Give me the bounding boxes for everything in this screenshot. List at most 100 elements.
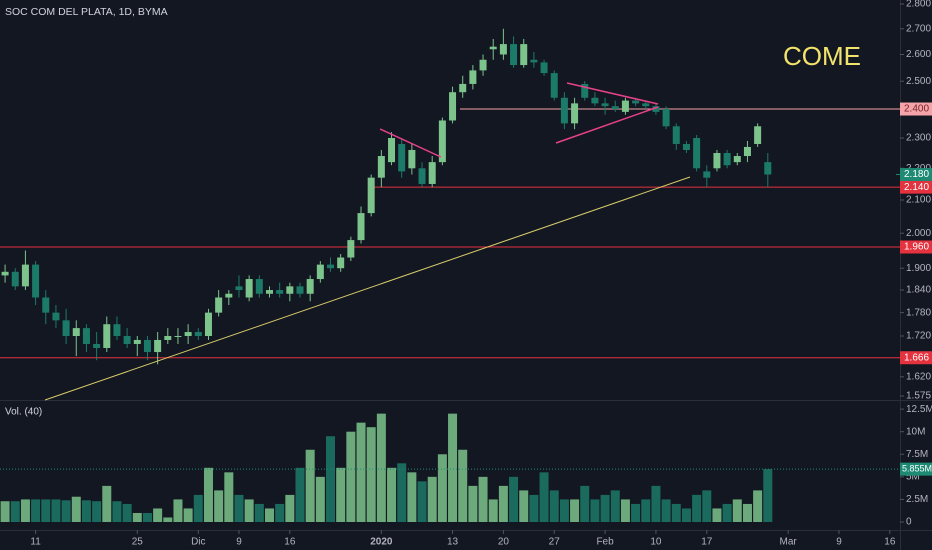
candle-body (32, 264, 40, 298)
candle-body (245, 279, 253, 298)
volume-bar (346, 431, 356, 522)
candle-body (428, 162, 436, 184)
x-tick-label: 25 (132, 537, 144, 548)
candle-body (408, 149, 416, 169)
volume-tick-label: 10M (906, 426, 925, 437)
candle-body (286, 286, 294, 294)
candle-body (520, 44, 528, 66)
x-tick-label: 13 (447, 537, 459, 548)
candle-body (713, 152, 721, 169)
volume-bar (336, 467, 346, 522)
volume-bar (203, 467, 213, 522)
candle-body (174, 335, 182, 337)
volume-bar (509, 476, 519, 522)
candle-body (672, 126, 680, 144)
x-tick-label: Feb (596, 537, 614, 548)
symbol-annotation: COME (783, 41, 861, 71)
last-volume-box (900, 462, 932, 476)
x-tick-label: 2020 (370, 537, 393, 548)
y-tick-label: 1.575 (906, 391, 931, 402)
volume-bar (163, 517, 173, 522)
volume-bar (732, 499, 742, 522)
level-label: 1.666 (904, 352, 929, 363)
volume-bar (153, 508, 163, 522)
candle-body (682, 143, 690, 150)
level-label: 2.140 (904, 182, 929, 193)
level-label: 2.400 (904, 104, 929, 115)
volume-bar (193, 494, 203, 522)
volume-bar (234, 494, 244, 522)
y-tick-label: 2.700 (906, 23, 931, 34)
volume-bar (0, 501, 10, 522)
volume-bar (570, 499, 580, 522)
level-label: 1.960 (904, 242, 929, 253)
candle-body (11, 271, 19, 287)
y-tick-label: 2.300 (906, 133, 931, 144)
x-tick-label: 17 (701, 537, 713, 548)
volume-tick-label: 0 (906, 517, 912, 528)
drawings (44, 82, 691, 401)
candle-body (388, 138, 396, 163)
candle-body (103, 324, 111, 348)
candle-body (113, 324, 121, 336)
candle-body (764, 162, 772, 175)
volume-bar (264, 508, 274, 522)
volume-bar (702, 490, 712, 522)
candle-body (357, 213, 365, 241)
candle-body (743, 146, 751, 157)
y-tick-label: 2.500 (906, 76, 931, 87)
y-tick-label: 2.000 (906, 228, 931, 239)
volume-bar (559, 499, 569, 522)
x-tick-label: 16 (284, 537, 296, 548)
candle-body (327, 264, 335, 269)
candle-body (42, 297, 50, 313)
candle-body (479, 59, 487, 71)
volume-bar (712, 508, 722, 522)
candle-body (265, 290, 273, 294)
level-label-box (900, 180, 932, 194)
candle-body (571, 103, 579, 124)
candle-body (164, 335, 172, 340)
last-volume-label: 5.855M (902, 464, 932, 474)
volume-bar (519, 490, 529, 522)
level-label-box (900, 351, 932, 365)
volume-bar (31, 499, 41, 522)
volume-bar (448, 413, 458, 522)
volume-bar (397, 463, 407, 522)
volume-bar (295, 467, 305, 522)
candle-body (418, 168, 426, 184)
volume-bar (183, 508, 193, 522)
candle-body (367, 177, 375, 214)
volume-tick-label: 12.5M (906, 404, 932, 415)
candle-body (194, 332, 202, 336)
candle-body (560, 97, 568, 124)
volume-bar (529, 494, 539, 522)
trend-line (44, 176, 691, 401)
candle-body (449, 92, 457, 121)
volume-title: Vol. (40) (5, 407, 42, 418)
volume-bar (580, 485, 590, 522)
volume-bar (590, 499, 600, 522)
x-tick-label: 16 (884, 537, 896, 548)
volume-bar (112, 501, 122, 522)
candle-body (693, 138, 701, 169)
x-tick-label: Mar (780, 537, 798, 548)
volume-bar (102, 485, 112, 522)
volume-bar (468, 485, 478, 522)
volume-bar (173, 499, 183, 522)
volume-bar (753, 490, 763, 522)
candle-body (255, 279, 263, 294)
volume-bar (763, 469, 773, 522)
volume-bar (61, 500, 71, 522)
level-label-box (900, 240, 932, 254)
volume-bar (214, 490, 224, 522)
volume-bar (407, 472, 417, 522)
candle-body (123, 335, 131, 344)
candle-body (611, 106, 619, 110)
volume-bar (71, 496, 81, 522)
candle-body (662, 109, 670, 127)
volume-bar (498, 485, 508, 522)
pattern-line (566, 82, 659, 105)
volume-bar (458, 449, 468, 522)
y-tick-label: 2.100 (906, 195, 931, 206)
